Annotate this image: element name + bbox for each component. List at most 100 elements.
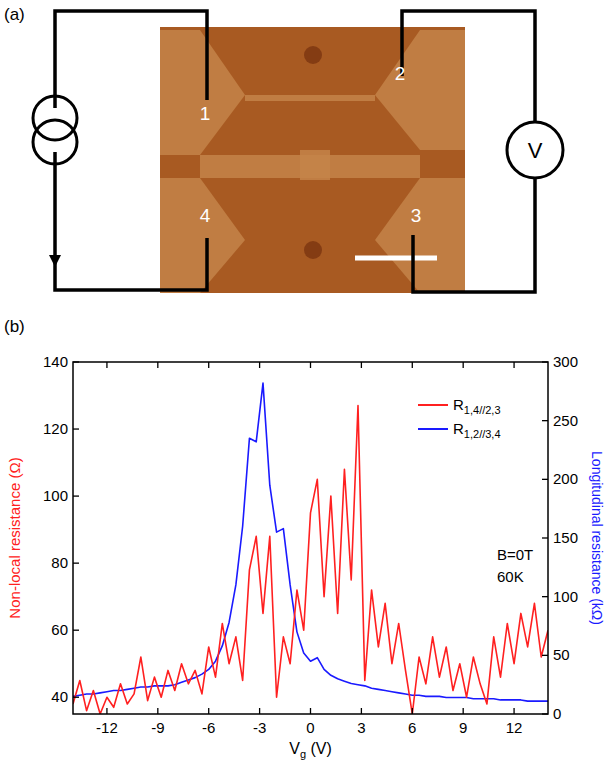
annotation: B=0T: [497, 546, 533, 563]
x-tick: [310, 708, 311, 714]
y-tick: [73, 630, 79, 631]
y-tick-label: 140: [43, 353, 68, 370]
y-tick-label: 80: [51, 554, 68, 571]
panel-b: (b) -12 -9 -6 -3 0 3 6 9 12 40 60 80 100 120 140 0 50 100 1…: [4, 317, 605, 760]
y-tick-label: 40: [51, 688, 68, 705]
legend-part: R: [453, 420, 464, 437]
y-tick: [73, 697, 79, 698]
x-tick: [412, 362, 413, 368]
series-line: [73, 406, 548, 714]
y2-tick: [542, 655, 548, 656]
y2-tick-label: 200: [553, 470, 578, 487]
y2-tick: [542, 479, 548, 480]
x-tick: [208, 362, 209, 368]
y2-tick-label: 150: [553, 529, 578, 546]
voltmeter: [507, 122, 563, 178]
x-tick-label: 3: [357, 719, 365, 736]
y2-tick-label: 250: [553, 412, 578, 429]
legend-label: R1,4//2,3: [453, 396, 501, 416]
y2-tick: [542, 420, 548, 421]
x-axis-title: Vg (V): [289, 740, 332, 760]
y2-axis-title: Longitudinal resistance (kΩ): [589, 451, 605, 625]
figure: (a)V1234(b)-12-9-6-303691240608010012014…: [0, 0, 606, 765]
electrode-label: 1: [200, 103, 211, 124]
legend-sub: 1,2//3,4: [464, 428, 501, 440]
current-source: [33, 96, 77, 140]
x-tick: [513, 362, 514, 368]
y-tick: [73, 495, 79, 496]
x-tick: [157, 708, 158, 714]
x-tick: [259, 362, 260, 368]
ribbon: [300, 150, 330, 180]
x-tick-label: 0: [306, 719, 314, 736]
y-tick: [73, 562, 79, 563]
x-tick-label: -12: [96, 719, 118, 736]
x-tick: [208, 708, 209, 714]
electrode-label: 2: [395, 63, 406, 84]
x-tick: [259, 708, 260, 714]
x-tick-label: -3: [253, 719, 266, 736]
y-axis-title: Non-local resistance (Ω): [6, 457, 23, 618]
plot-frame: [73, 362, 548, 714]
y2-tick-label: 50: [553, 646, 570, 663]
wire: [402, 11, 535, 122]
ribbon: [375, 178, 465, 293]
x-tick: [463, 708, 464, 714]
legend-sub: 1,4//2,3: [464, 404, 501, 416]
legend-label: R1,2//3,4: [453, 420, 501, 440]
y2-tick: [542, 361, 548, 362]
x-tick-label: -6: [202, 719, 215, 736]
series-line: [73, 383, 548, 701]
legend: R1,4//2,3R1,2//3,4: [418, 396, 501, 440]
legend-part: R: [453, 396, 464, 413]
x-title-part: (V): [306, 740, 332, 757]
x-title-part: V: [289, 740, 300, 757]
spot: [304, 46, 322, 64]
scale-bar: [355, 256, 437, 261]
x-tick-label: 9: [459, 719, 467, 736]
current-source: [33, 120, 77, 164]
y2-tick-label: 0: [553, 705, 561, 722]
legend-swatch: [418, 428, 448, 430]
x-tick: [412, 708, 413, 714]
y2-tick: [542, 537, 548, 538]
x-tick-label: -9: [151, 719, 164, 736]
y2-tick-label: 300: [553, 353, 578, 370]
y-tick: [73, 361, 79, 362]
y-tick-label: 120: [43, 420, 68, 437]
y2-tick-label: 100: [553, 588, 578, 605]
spot: [304, 241, 322, 259]
y-tick: [73, 428, 79, 429]
panel-a: (a) V 1 2 3 4: [4, 5, 563, 293]
ribbon: [160, 30, 245, 155]
wire: [413, 178, 535, 292]
x-tick: [463, 362, 464, 368]
plot-lines: [73, 383, 548, 714]
x-tick: [106, 362, 107, 368]
ribbon: [245, 95, 375, 101]
ribbon: [160, 178, 245, 293]
y2-tick: [542, 713, 548, 714]
x-tick: [106, 708, 107, 714]
wire: [55, 152, 207, 290]
ribbon: [375, 30, 465, 150]
x-tick: [157, 362, 158, 368]
y-tick-label: 100: [43, 487, 68, 504]
electrode-label: 3: [411, 205, 422, 226]
annotation: 60K: [497, 568, 524, 585]
arrow: [49, 255, 61, 267]
x-tick: [361, 362, 362, 368]
y-tick-label: 60: [51, 621, 68, 638]
legend-swatch: [418, 404, 448, 406]
meter-label: V: [528, 138, 543, 163]
x-tick: [513, 708, 514, 714]
y2-tick: [542, 596, 548, 597]
electrode-label: 4: [200, 205, 211, 226]
x-tick: [361, 708, 362, 714]
x-tick: [310, 362, 311, 368]
panel-label: (a): [4, 5, 25, 24]
wire: [55, 11, 207, 108]
panel-label: (b): [4, 317, 25, 336]
x-tick-label: 12: [506, 719, 523, 736]
x-tick-label: 6: [408, 719, 416, 736]
